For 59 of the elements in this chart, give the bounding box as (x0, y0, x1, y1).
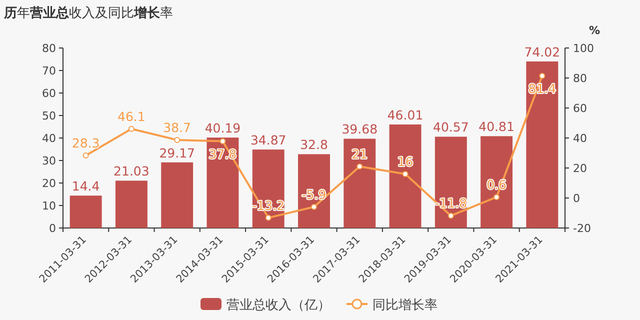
bar (526, 61, 558, 228)
bar (161, 162, 194, 228)
data-label: 39.68 (342, 122, 378, 137)
y-tick-label: 50 (42, 110, 56, 122)
point (311, 204, 317, 210)
bar (389, 124, 422, 228)
y2-tick-label: -20 (573, 222, 591, 235)
data-label: 21 (352, 146, 368, 162)
data-label: 46.01 (387, 107, 424, 122)
bar (206, 138, 239, 228)
data-label: 14.4 (72, 178, 100, 194)
y-tick-label: 70 (42, 64, 56, 78)
data-label: 32.8 (300, 137, 328, 152)
y-tick-label: 30 (42, 154, 56, 168)
bar (70, 196, 102, 228)
y2-tick-label: 40 (573, 132, 587, 145)
y-tick-label: 0 (49, 222, 56, 235)
point (539, 72, 546, 79)
bar (480, 136, 513, 228)
data-label: 38.7 (163, 120, 192, 135)
data-label: 0.6 (486, 177, 507, 192)
point (402, 171, 408, 177)
legend-label: 营业总收入（亿） (226, 298, 330, 313)
y2-tick-label: 80 (573, 72, 587, 85)
bar (115, 180, 148, 228)
point (174, 136, 180, 143)
bar (434, 136, 467, 228)
y-tick-label: 10 (42, 200, 56, 212)
point (220, 138, 226, 144)
data-label: 34.87 (250, 132, 286, 148)
chart-title: 历年营业总收入及同比增长率 (3, 5, 173, 21)
point (128, 126, 134, 132)
y-tick-label: 20 (42, 177, 56, 190)
y2-tick-label: 0 (573, 192, 580, 205)
y-tick-label: 60 (42, 87, 56, 100)
data-label: -5.9 (302, 186, 326, 202)
y-tick-label: 40 (42, 132, 56, 145)
data-label: 40.57 (433, 120, 469, 135)
data-label: 21.03 (114, 164, 150, 179)
point (356, 164, 363, 170)
y2-axis-title: % (588, 24, 600, 37)
data-label: 29.17 (159, 145, 195, 160)
legend-label: 同比增长率 (372, 297, 438, 313)
point (82, 152, 89, 159)
data-label: 46.1 (118, 108, 146, 124)
y2-tick-label: 20 (573, 162, 587, 175)
data-label: 28.3 (72, 136, 100, 151)
point (265, 214, 272, 221)
y2-tick-label: 100 (573, 42, 594, 55)
bar (298, 154, 330, 228)
bar (344, 138, 376, 228)
y2-tick-label: 60 (573, 102, 587, 115)
point (494, 194, 500, 200)
data-label: 40.81 (478, 119, 514, 134)
data-label: 40.19 (204, 120, 241, 136)
y-tick-label: 80 (42, 42, 56, 55)
data-label: 16 (397, 154, 414, 169)
data-label: 74.02 (524, 44, 560, 60)
point (448, 212, 454, 219)
